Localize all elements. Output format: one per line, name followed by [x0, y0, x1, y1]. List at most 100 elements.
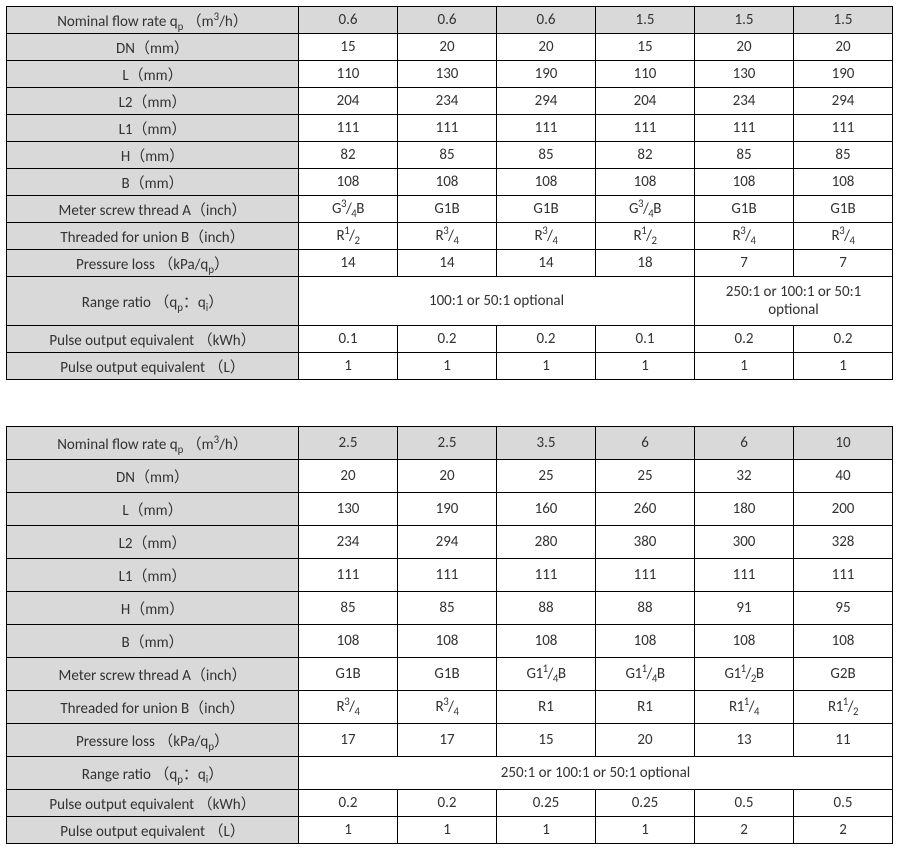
row-label: B（mm） [7, 169, 299, 196]
data-cell: 190 [497, 61, 596, 88]
row-label: Pulse output equivalent （L） [7, 817, 299, 844]
table-row: B（mm）108108108108108108 [7, 625, 893, 658]
data-cell: 2 [794, 817, 893, 844]
table-row: Meter screw thread A（inch）G3/4BG1BG1BG3/… [7, 196, 893, 223]
data-cell: 20 [695, 34, 794, 61]
data-cell: 15 [596, 34, 695, 61]
row-label: Pressure loss （kPa/qp） [7, 250, 299, 277]
table-row: Nominal flow rate qp （m3/h）0.60.60.61.51… [7, 7, 893, 34]
data-cell: 0.6 [497, 7, 596, 34]
range-cell: 250:1 or 100:1 or 50:1 optional [299, 757, 893, 790]
data-cell: 0.6 [398, 7, 497, 34]
data-cell: 111 [695, 559, 794, 592]
data-cell: 7 [794, 250, 893, 277]
data-cell: G1B [398, 196, 497, 223]
table-row: L2（mm）234294280380300328 [7, 526, 893, 559]
data-cell: 0.6 [299, 7, 398, 34]
data-cell: 85 [398, 592, 497, 625]
data-cell: R1/2 [299, 223, 398, 250]
data-cell: 190 [794, 61, 893, 88]
data-cell: 110 [299, 61, 398, 88]
data-cell: 300 [695, 526, 794, 559]
row-label: Nominal flow rate qp （m3/h） [7, 7, 299, 34]
data-cell: 0.1 [299, 326, 398, 353]
table-spacer [6, 380, 894, 426]
data-cell: 2 [695, 817, 794, 844]
table-row: H（mm）828585828585 [7, 142, 893, 169]
table-row: L1（mm）111111111111111111 [7, 559, 893, 592]
row-label: L2（mm） [7, 526, 299, 559]
data-cell: 294 [794, 88, 893, 115]
data-cell: 0.5 [695, 790, 794, 817]
row-label: Threaded for union B（inch） [7, 223, 299, 250]
data-cell: 108 [596, 169, 695, 196]
data-cell: G11/4B [497, 658, 596, 691]
data-cell: G11/2B [695, 658, 794, 691]
data-cell: 1 [695, 353, 794, 380]
table-row: Threaded for union B（inch）R1/2R3/4R3/4R1… [7, 223, 893, 250]
data-cell: R1 [497, 691, 596, 724]
data-cell: 111 [794, 559, 893, 592]
data-cell: 40 [794, 460, 893, 493]
data-cell: 20 [596, 724, 695, 757]
data-cell: 111 [398, 115, 497, 142]
data-cell: 108 [497, 625, 596, 658]
data-cell: 1 [596, 353, 695, 380]
data-cell: R3/4 [398, 691, 497, 724]
table-row: Pulse output equivalent （kWh）0.20.20.250… [7, 790, 893, 817]
data-cell: 108 [695, 169, 794, 196]
data-cell: 13 [695, 724, 794, 757]
data-cell: 15 [497, 724, 596, 757]
data-cell: 111 [596, 559, 695, 592]
table-row: L2（mm）204234294204234294 [7, 88, 893, 115]
row-label: L（mm） [7, 493, 299, 526]
data-cell: 20 [497, 34, 596, 61]
data-cell: 111 [695, 115, 794, 142]
data-cell: 0.2 [794, 326, 893, 353]
data-cell: 280 [497, 526, 596, 559]
data-cell: 130 [398, 61, 497, 88]
row-label: Threaded for union B（inch） [7, 691, 299, 724]
data-cell: R3/4 [695, 223, 794, 250]
table-row: Pressure loss （kPa/qp）171715201311 [7, 724, 893, 757]
data-cell: 85 [299, 592, 398, 625]
data-cell: 14 [497, 250, 596, 277]
data-cell: 2.5 [398, 427, 497, 460]
tables-container: Nominal flow rate qp （m3/h）0.60.60.61.51… [6, 6, 894, 844]
data-cell: 82 [299, 142, 398, 169]
table-row: B（mm）108108108108108108 [7, 169, 893, 196]
data-cell: 1 [596, 817, 695, 844]
data-cell: G1B [794, 196, 893, 223]
data-cell: 130 [695, 61, 794, 88]
data-cell: 380 [596, 526, 695, 559]
data-cell: 110 [596, 61, 695, 88]
data-cell: R3/4 [794, 223, 893, 250]
data-cell: 0.2 [695, 326, 794, 353]
data-cell: 111 [794, 115, 893, 142]
data-cell: 190 [398, 493, 497, 526]
data-cell: 0.2 [299, 790, 398, 817]
data-cell: 0.1 [596, 326, 695, 353]
data-cell: 0.25 [497, 790, 596, 817]
data-cell: 15 [299, 34, 398, 61]
row-label: L2（mm） [7, 88, 299, 115]
data-cell: 6 [596, 427, 695, 460]
spec-table-2: Nominal flow rate qp （m3/h）2.52.53.56610… [6, 426, 893, 844]
data-cell: 3.5 [497, 427, 596, 460]
data-cell: 1.5 [695, 7, 794, 34]
data-cell: 32 [695, 460, 794, 493]
data-cell: 234 [299, 526, 398, 559]
data-cell: G11/4B [596, 658, 695, 691]
data-cell: 108 [299, 625, 398, 658]
data-cell: 180 [695, 493, 794, 526]
data-cell: 25 [596, 460, 695, 493]
row-label: Pulse output equivalent （L） [7, 353, 299, 380]
data-cell: 7 [695, 250, 794, 277]
data-cell: 0.25 [596, 790, 695, 817]
row-label: Range ratio （qp：qi） [7, 277, 299, 326]
row-label: L1（mm） [7, 559, 299, 592]
data-cell: R1 [596, 691, 695, 724]
data-cell: 1 [299, 817, 398, 844]
data-cell: 1 [497, 817, 596, 844]
data-cell: G2B [794, 658, 893, 691]
